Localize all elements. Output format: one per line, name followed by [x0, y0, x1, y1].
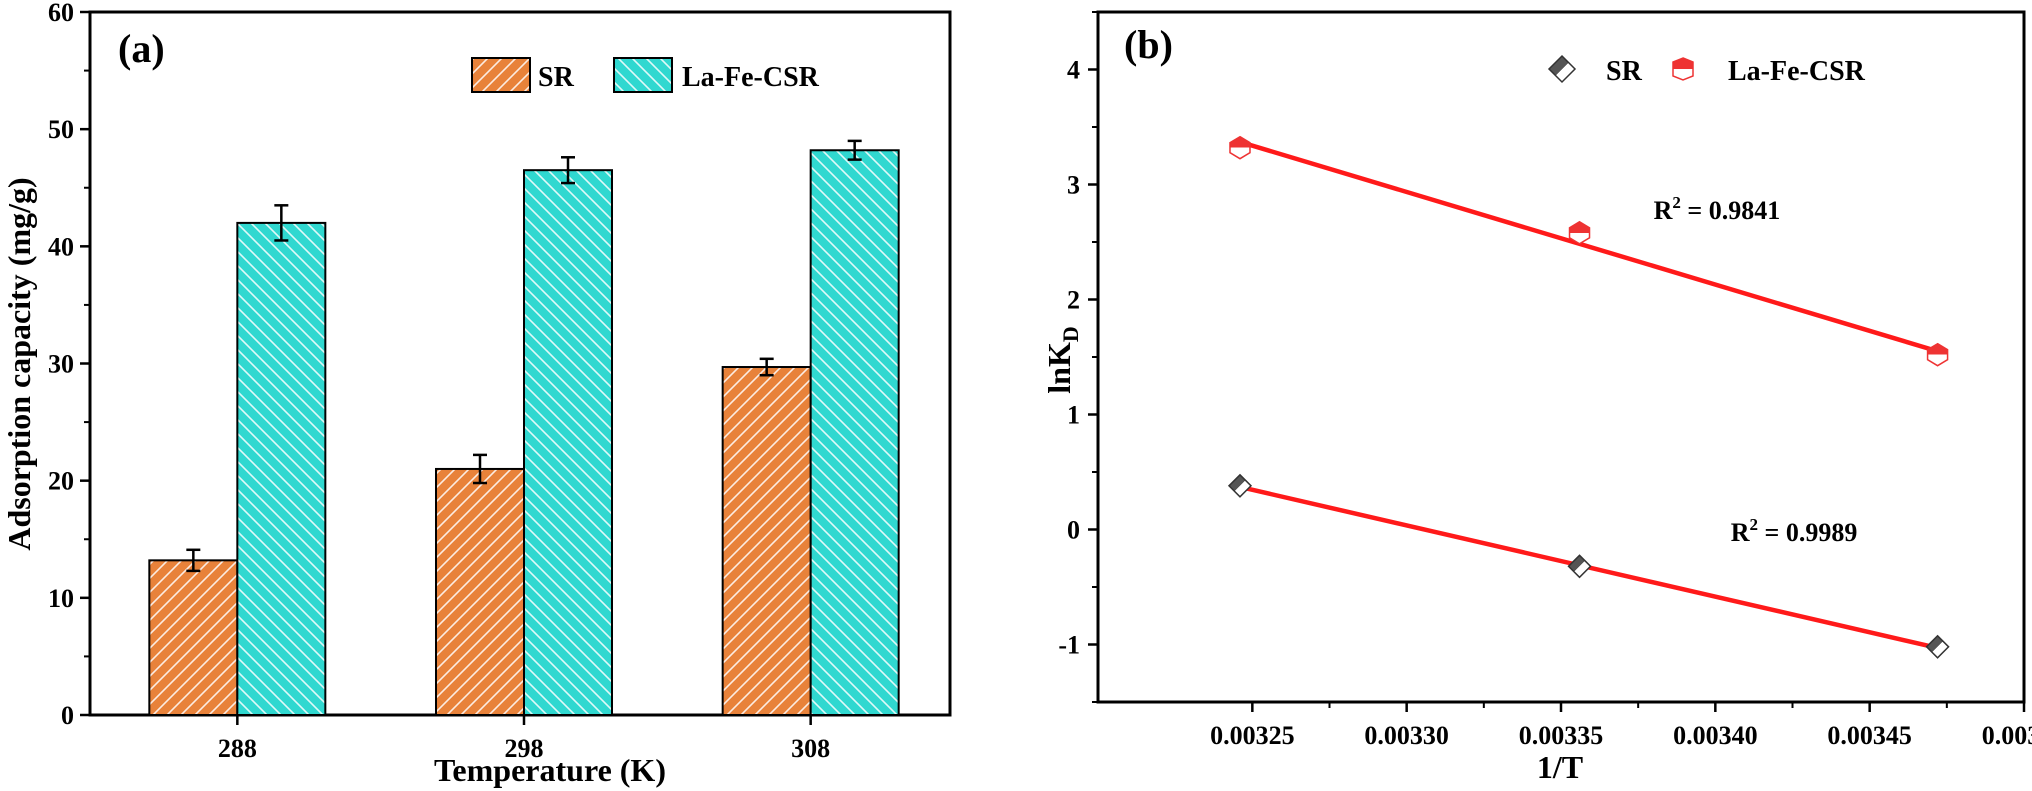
- x-tick-label: 0.00350: [1982, 721, 2032, 750]
- y-axis-title-subscript: D: [1058, 326, 1083, 342]
- data-point-la-fe-csr: [1229, 135, 1251, 160]
- y-tick-label: 3: [1067, 171, 1080, 200]
- legend-label-la-fe-csr-b: La-Fe-CSR: [1728, 56, 1866, 87]
- legend-swatch-sr: [471, 57, 531, 93]
- chart-b-y-axis-title: lnKD: [1041, 326, 1083, 393]
- data-point-sr: [1227, 473, 1253, 498]
- x-tick-label: 298: [505, 734, 544, 763]
- y-tick-label: 50: [48, 115, 74, 144]
- bar-sr: [721, 366, 812, 716]
- bar-la-fe-csr: [523, 169, 613, 717]
- bar-sr: [148, 559, 239, 717]
- chart-b-legend: SR La-Fe-CSR: [1547, 54, 1866, 87]
- data-point-la-fe-csr: [1926, 342, 1949, 367]
- legend-label-sr: SR: [538, 62, 575, 93]
- legend-label-la-fe-csr: La-Fe-CSR: [682, 62, 820, 93]
- fit-line-la-fe-csr: [1239, 139, 1939, 354]
- legend-marker-sr: [1547, 54, 1577, 84]
- y-tick-label: 1: [1067, 401, 1080, 430]
- x-tick-label: 288: [218, 734, 257, 763]
- chart-b-x-axis-title: 1/T: [1537, 749, 1583, 785]
- r-squared-la-fe-csr: R2 = 0.9841: [1654, 193, 1781, 225]
- x-tick-label: 0.00345: [1827, 721, 1912, 750]
- bar-la-fe-csr: [809, 149, 900, 717]
- y-tick-label: -1: [1058, 631, 1080, 660]
- r2-symbol: R: [1654, 196, 1673, 225]
- x-tick-label: 0.00330: [1364, 721, 1449, 750]
- r-squared-sr: R2 = 0.9989: [1731, 515, 1858, 547]
- chart-a-y-axis-title: Adsorption capacity (mg/g): [1, 177, 37, 550]
- legend-marker-la-fe-csr: [1672, 57, 1694, 81]
- data-point-sr: [1925, 634, 1950, 659]
- y-tick-label: 4: [1067, 56, 1080, 85]
- y-tick-label: 0: [1067, 516, 1080, 545]
- bar-la-fe-csr: [236, 221, 327, 716]
- legend-swatch-la-fe-csr: [613, 57, 673, 93]
- x-tick-label: 0.00340: [1673, 721, 1758, 750]
- r2-value: = 0.9989: [1758, 518, 1857, 547]
- chart-a-x-axis-title: Temperature (K): [434, 752, 666, 788]
- x-tick-label: 0.00335: [1519, 721, 1604, 750]
- x-tick-label: 0.00325: [1210, 721, 1295, 750]
- y-tick-label: 20: [48, 467, 74, 496]
- data-point-la-fe-csr: [1568, 220, 1591, 245]
- r2-superscript: 2: [1750, 515, 1759, 534]
- y-tick-label: 60: [48, 0, 74, 27]
- chart-b: 0.00325 0.00330 0.00335 0.00340 0.00345 0.003…: [1041, 10, 2032, 785]
- y-tick-label: 2: [1067, 286, 1080, 315]
- data-point-sr: [1567, 554, 1592, 579]
- y-axis-title-main: lnK: [1041, 342, 1077, 394]
- y-tick-label: 30: [48, 350, 74, 379]
- chart-a: 0 10 20 30 40 50 60 288 298 308 (a) Adsorption c…: [1, 0, 952, 788]
- legend-label-sr-b: SR: [1606, 56, 1643, 87]
- y-tick-label: 10: [48, 584, 74, 613]
- r2-superscript: 2: [1672, 193, 1681, 212]
- chart-b-panel-label: (b): [1124, 22, 1173, 67]
- y-tick-label: 40: [48, 232, 74, 261]
- chart-b-frame: [1096, 10, 2026, 704]
- r2-value: = 0.9841: [1681, 196, 1780, 225]
- bar-sr: [435, 467, 525, 717]
- y-tick-label: 0: [61, 701, 74, 730]
- chart-a-legend: SR La-Fe-CSR: [471, 57, 820, 93]
- x-tick-label: 308: [791, 734, 830, 763]
- r2-symbol: R: [1731, 518, 1750, 547]
- chart-a-panel-label: (a): [118, 26, 165, 71]
